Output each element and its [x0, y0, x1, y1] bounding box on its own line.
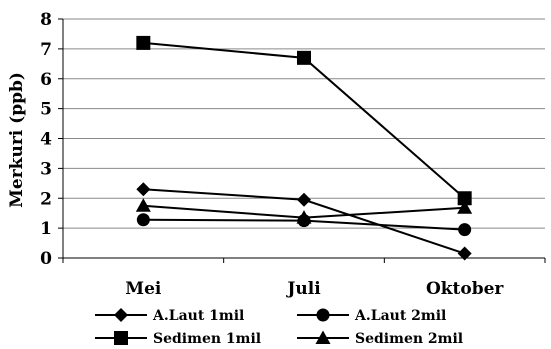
- y-tick-labels: 0 1 2 3 4 5 6 7 8: [40, 10, 52, 269]
- data-point-square: [457, 191, 472, 206]
- data-point-diamond: [457, 246, 472, 261]
- data-point-triangle: [457, 200, 473, 214]
- x-tick-labels: Mei Juli Oktober: [125, 279, 504, 299]
- series-line: [143, 41, 466, 200]
- legend-item: A.Laut 1mil: [95, 308, 244, 324]
- series-4: [135, 198, 473, 224]
- legend-label: A.Laut 2mil: [354, 308, 446, 324]
- data-point-diamond: [297, 192, 311, 207]
- legend-marker: [316, 308, 330, 322]
- data-point-diamond: [136, 182, 151, 197]
- data-point-circle: [136, 213, 150, 227]
- data-point-square: [136, 35, 151, 50]
- legend-label: Sedimen 2mil: [355, 331, 463, 347]
- data-point-square: [297, 50, 311, 65]
- legend-marker: [114, 331, 128, 345]
- legend: A.Laut 1mil A.Laut 2mil Sedimen 1mil Sedime…: [95, 308, 463, 347]
- data-point-triangle: [135, 198, 151, 212]
- y-tick-label: 8: [40, 10, 52, 30]
- data-point-circle: [458, 223, 472, 237]
- data-point-triangle: [296, 210, 312, 224]
- legend-marker: [315, 330, 331, 344]
- series-group: [135, 35, 473, 261]
- series-1: [136, 182, 472, 261]
- y-axis-label: Merkuri (ppb): [7, 72, 27, 208]
- y-tick-label: 1: [40, 219, 52, 239]
- x-tick-label: Oktober: [426, 279, 504, 299]
- x-tick-label: Mei: [125, 279, 162, 299]
- legend-marker: [114, 308, 128, 322]
- legend-item: Sedimen 1mil: [95, 331, 261, 347]
- y-tick-label: 5: [40, 100, 52, 120]
- legend-item: Sedimen 2mil: [297, 330, 463, 347]
- series-3: [136, 35, 472, 206]
- y-tick-label: 3: [40, 159, 52, 179]
- y-tick-label: 6: [40, 70, 52, 90]
- x-tick-label: Juli: [285, 279, 321, 299]
- legend-item: A.Laut 2mil: [297, 308, 446, 324]
- legend-label: Sedimen 1mil: [153, 331, 261, 347]
- y-tick-label: 4: [40, 130, 52, 150]
- y-tick-label: 2: [40, 189, 52, 209]
- y-tick-label: 0: [40, 249, 52, 269]
- y-tick-label: 7: [40, 40, 52, 60]
- legend-label: A.Laut 1mil: [152, 308, 244, 324]
